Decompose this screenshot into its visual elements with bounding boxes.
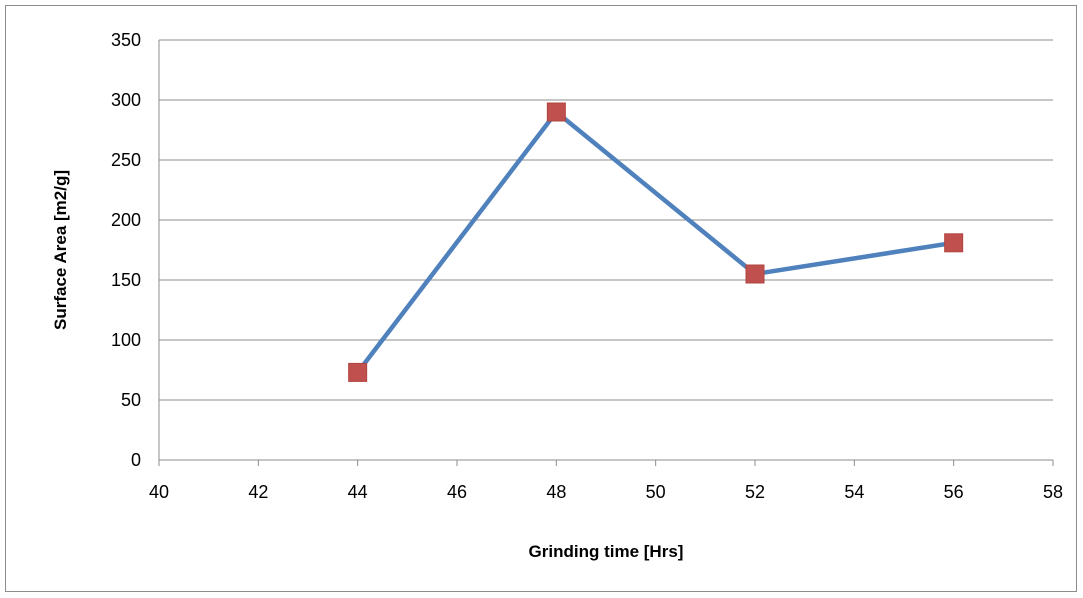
x-tick-label: 48 xyxy=(546,482,566,502)
y-tick-label: 200 xyxy=(111,210,141,230)
y-tick-label: 0 xyxy=(131,450,141,470)
y-axis-title: Surface Area [m2/g] xyxy=(51,170,70,330)
x-tick-label: 50 xyxy=(646,482,666,502)
data-point-marker xyxy=(745,264,765,284)
data-point-marker xyxy=(348,362,368,382)
x-tick-label: 40 xyxy=(149,482,169,502)
axes xyxy=(158,40,1054,466)
series-group xyxy=(348,102,964,382)
x-tick-labels: 40 42 44 46 48 50 52 54 56 58 xyxy=(149,482,1063,502)
y-tick-label: 50 xyxy=(121,390,141,410)
x-tick-label: 54 xyxy=(844,482,864,502)
data-point-marker xyxy=(944,233,964,253)
x-tick-label: 46 xyxy=(447,482,467,502)
x-tick-label: 52 xyxy=(745,482,765,502)
chart-frame xyxy=(5,5,1077,592)
y-tick-label: 350 xyxy=(111,30,141,50)
data-point-marker xyxy=(546,102,566,122)
x-axis-title: Grinding time [Hrs] xyxy=(529,542,684,561)
x-tick-label: 42 xyxy=(248,482,268,502)
y-tick-label: 300 xyxy=(111,90,141,110)
series-line xyxy=(355,109,956,375)
x-tick-label: 56 xyxy=(944,482,964,502)
x-tick-label: 58 xyxy=(1043,482,1063,502)
y-tick-label: 150 xyxy=(111,270,141,290)
y-tick-labels: 0 50 100 150 200 250 300 350 xyxy=(111,30,141,470)
y-tick-label: 100 xyxy=(111,330,141,350)
gridlines xyxy=(159,39,1053,401)
y-tick-label: 250 xyxy=(111,150,141,170)
x-tick-label: 44 xyxy=(348,482,368,502)
